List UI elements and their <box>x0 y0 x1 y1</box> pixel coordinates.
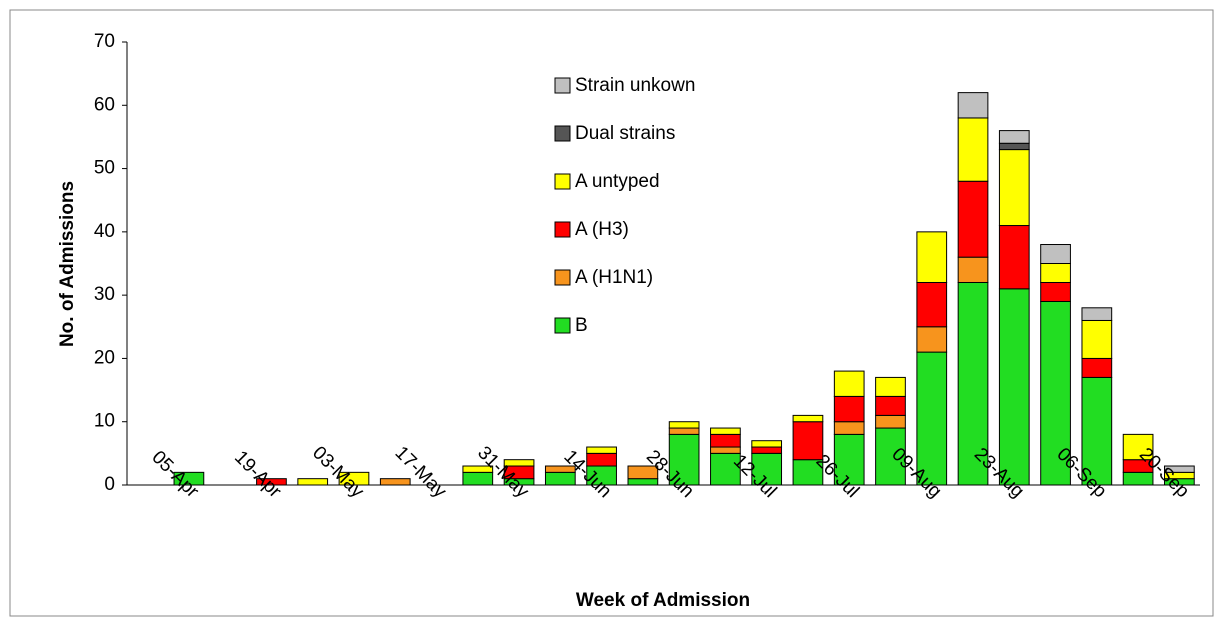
bar-segment <box>710 446 741 454</box>
bar-segment <box>875 414 906 429</box>
bar-segment <box>503 459 535 467</box>
bar-segment <box>792 414 824 423</box>
legend-swatch <box>554 221 571 238</box>
legend-swatch <box>554 269 571 286</box>
legend-label: A (H1N1) <box>575 267 653 288</box>
bar-segment <box>916 281 948 328</box>
bar-segment <box>751 446 783 454</box>
bar-segment <box>1081 376 1113 486</box>
bar-segment <box>668 421 700 429</box>
bar-segment <box>710 452 741 486</box>
bar-segment <box>1040 263 1071 283</box>
y-tick-label: 40 <box>94 221 115 242</box>
bar-segment <box>297 478 329 486</box>
bar-segment <box>916 326 948 353</box>
legend-swatch <box>554 77 571 94</box>
bar-segment <box>998 225 1030 290</box>
legend-label: A (H3) <box>575 219 629 240</box>
legend-swatch <box>554 317 571 334</box>
bar-segment <box>544 471 576 486</box>
bar-segment <box>875 395 906 416</box>
bar-segment <box>462 465 494 473</box>
legend-label: Strain unkown <box>575 75 695 96</box>
bar-segment <box>998 142 1030 151</box>
bar-segment <box>1040 244 1071 264</box>
bar-segment <box>1164 465 1195 473</box>
bar-segment <box>1122 433 1154 461</box>
bar-segment <box>1081 307 1113 321</box>
bar-segment <box>833 433 865 486</box>
bar-segment <box>957 117 989 182</box>
bar-segment <box>1040 281 1071 302</box>
bar-segment <box>544 465 576 473</box>
bar-segment <box>998 149 1030 227</box>
bar-segment <box>1081 319 1113 359</box>
bar-segment <box>875 427 906 486</box>
bar-segment <box>627 478 659 486</box>
y-tick-label: 20 <box>94 347 115 368</box>
bar-segment <box>998 130 1030 144</box>
legend-label: A untyped <box>575 171 660 192</box>
y-axis-title: No. of Admissions <box>57 181 78 347</box>
y-tick-label: 0 <box>104 474 115 495</box>
bar-segment <box>957 256 989 283</box>
bar-segment <box>916 231 948 283</box>
y-tick-label: 70 <box>94 31 115 52</box>
bar-segment <box>875 376 906 397</box>
y-tick-label: 30 <box>94 284 115 305</box>
bar-segment <box>710 427 741 435</box>
bar-segment <box>586 446 617 454</box>
bar-segment <box>957 92 989 119</box>
bar-segment <box>1040 300 1071 486</box>
bar-segment <box>1081 357 1113 378</box>
bar-segment <box>957 281 989 486</box>
bar-segment <box>1122 471 1154 486</box>
legend-swatch <box>554 125 571 142</box>
bar-segment <box>627 465 659 480</box>
legend-swatch <box>554 173 571 190</box>
y-tick-label: 10 <box>94 411 115 432</box>
bar-segment <box>833 395 865 423</box>
bar-segment <box>833 421 865 435</box>
bar-segment <box>792 459 824 486</box>
bar-segment <box>751 440 783 448</box>
legend-label: B <box>575 315 588 336</box>
legend-label: Dual strains <box>575 123 675 144</box>
bar-segment <box>668 427 700 435</box>
bar-segment <box>998 288 1030 486</box>
bar-segment <box>462 471 494 486</box>
bar-segment <box>833 370 865 397</box>
bar-segment <box>957 180 989 258</box>
bar-segment <box>710 433 741 448</box>
bar-segment <box>792 421 824 461</box>
x-axis-title: Week of Admission <box>576 590 750 611</box>
bar-segment <box>379 478 411 486</box>
y-tick-label: 60 <box>94 94 115 115</box>
bar-segment <box>916 351 948 486</box>
chart-border <box>9 9 1214 617</box>
y-tick-label: 50 <box>94 158 115 179</box>
